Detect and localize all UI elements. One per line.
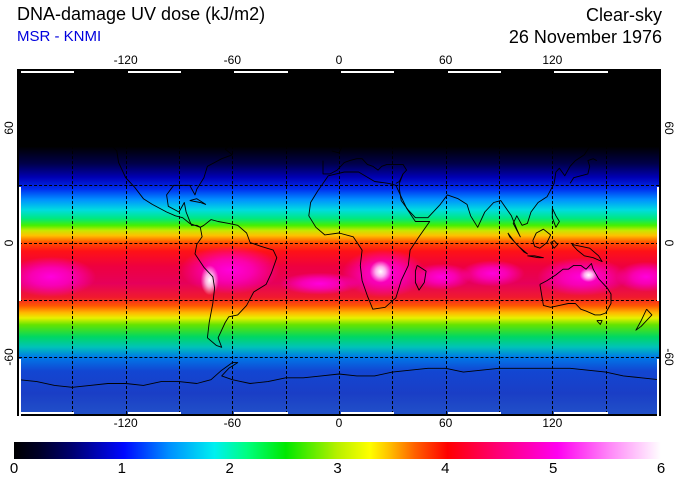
lon-tick-label-top: 120 <box>542 53 563 67</box>
coastline <box>551 208 560 228</box>
colorbar-tick-label: 3 <box>333 460 342 477</box>
colorbar-tick-label: 5 <box>548 460 558 477</box>
colorbar-tick-label: 2 <box>225 460 234 477</box>
lon-tick-label-top: 60 <box>438 53 453 67</box>
coastline <box>19 362 659 388</box>
lon-tick-label-bottom: 0 <box>335 416 343 430</box>
colorbar-tick-label: 1 <box>117 460 126 477</box>
coastline <box>322 158 408 184</box>
lon-tick-label-top: -60 <box>223 53 241 67</box>
lat-tick-label-right: 60 <box>662 121 676 135</box>
colorbar <box>14 442 661 459</box>
coastline <box>189 198 207 205</box>
lat-tick-label-left: -60 <box>2 348 16 366</box>
coastline <box>635 308 653 331</box>
coastline <box>527 255 544 259</box>
lat-tick-label-left: 0 <box>2 239 16 246</box>
coastline <box>43 106 233 228</box>
coastline <box>327 131 340 148</box>
coastline <box>532 228 552 249</box>
lon-tick-label-top: 0 <box>335 53 343 67</box>
condition-label: Clear-sky <box>585 5 662 25</box>
figure-subtitle: MSR - KNMI <box>17 28 102 45</box>
lon-tick-label-bottom: 120 <box>542 416 563 430</box>
coastlines-overlay <box>19 85 659 388</box>
coastline <box>331 95 658 154</box>
lon-tick-label-top: -120 <box>113 53 138 67</box>
coastline <box>550 240 559 249</box>
coastline <box>569 158 598 184</box>
map-plot <box>17 69 661 417</box>
lat-tick-label-left: 60 <box>2 121 16 135</box>
coastline <box>414 265 427 291</box>
header-right: Clear-sky 26 November 1976 <box>509 4 662 48</box>
coastline <box>398 118 658 238</box>
coastline <box>596 320 603 325</box>
colorbar-tick-label: 4 <box>441 460 450 477</box>
colorbar-tick-label: 6 <box>656 460 666 477</box>
figure-title: DNA-damage UV dose (kJ/m2) <box>17 4 266 24</box>
coastline <box>507 232 528 255</box>
lon-tick-label-bottom: 60 <box>438 416 453 430</box>
colorbar-tick-label: 0 <box>9 460 19 477</box>
coastline <box>237 85 306 129</box>
lat-tick-label-right: 0 <box>662 239 676 246</box>
lon-tick-label-bottom: -120 <box>113 416 138 430</box>
coastline <box>539 263 612 316</box>
date-label: 26 November 1976 <box>508 27 662 47</box>
lon-tick-label-bottom: -60 <box>223 416 241 430</box>
coastline <box>571 243 603 263</box>
lat-tick-label-right: -60 <box>662 348 676 366</box>
coastline <box>194 219 278 348</box>
coastline <box>308 171 431 310</box>
